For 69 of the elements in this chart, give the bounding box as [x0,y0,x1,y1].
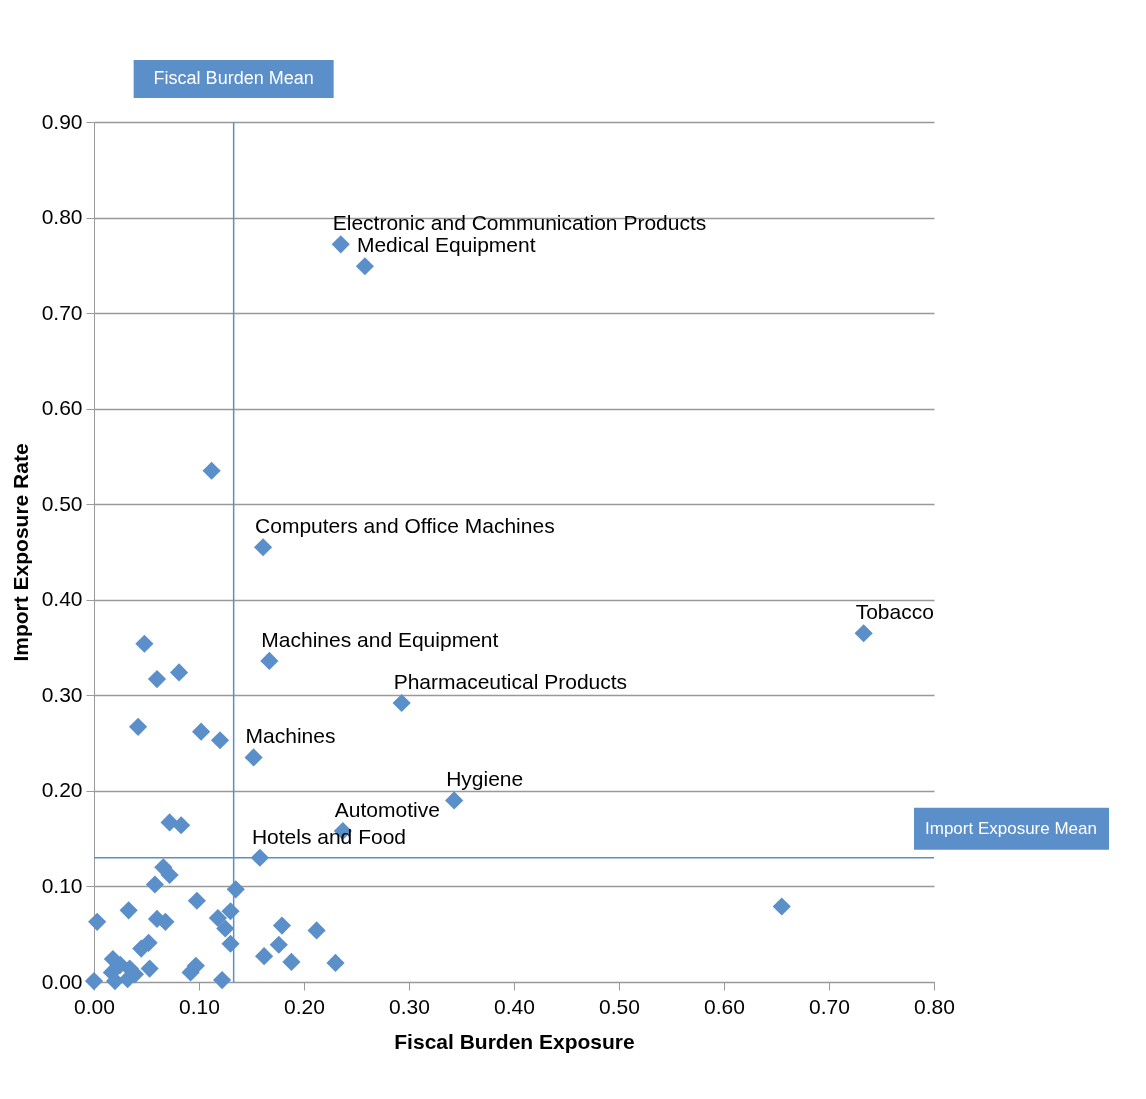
point [84,971,104,991]
point [135,634,154,653]
point [221,902,240,921]
ref-line-label: Fiscal Burden Mean [153,68,314,88]
x-tick-label: 0.10 [179,994,220,1018]
point [210,731,230,750]
point [147,670,167,689]
point [192,722,211,741]
point [253,538,273,557]
point [226,880,245,899]
y-tick-label: 0.70 [41,300,83,324]
point [129,717,148,736]
x-tick-label: 0.80 [914,994,955,1018]
annotation: Tobacco [855,600,934,624]
ref-line-label: Import Exposure Mean [925,818,1097,838]
annotation: Hotels and Food [251,824,407,848]
annotation: Medical Equipment [356,233,536,257]
point [282,952,301,972]
x-tick-label: 0.60 [704,994,745,1018]
point [216,919,235,938]
point [208,908,227,928]
x-axis-title: Fiscal Burden Exposure [394,1029,635,1053]
point [119,901,138,920]
x-tick-label: 0.20 [284,994,325,1018]
y-tick-label: 0.00 [41,969,83,993]
x-tick-label: 0.00 [74,994,115,1018]
y-tick-label: 0.10 [41,873,83,897]
y-tick-label: 0.80 [41,205,83,229]
point [392,693,411,713]
point [255,947,274,966]
point [244,748,263,767]
annotation: Machines [245,724,336,748]
point [221,934,240,953]
annotation: Automotive [334,798,440,822]
point [213,971,232,990]
x-tick-label: 0.30 [389,994,430,1018]
point [187,891,206,910]
point [202,461,221,480]
y-tick-label: 0.20 [41,778,83,802]
y-axis-title: Import Exposure Rate [8,443,32,662]
annotation: Pharmaceutical Products [393,669,628,693]
point [355,257,374,276]
y-tick-label: 0.40 [41,587,83,611]
annotation: Computers and Office Machines [255,514,555,538]
point [272,916,292,935]
annotation: Electronic and Communication Products [332,211,707,235]
point [331,235,350,254]
y-tick-label: 0.30 [41,682,83,706]
point [172,816,191,835]
point [326,953,345,972]
point [140,959,159,978]
point [145,875,164,894]
point [445,791,464,810]
point [772,897,791,916]
point [88,912,107,931]
point [854,624,873,643]
x-tick-label: 0.70 [809,994,850,1018]
point [307,921,326,940]
annotation: Hygiene [446,767,524,791]
point [169,663,189,682]
y-tick-label: 0.50 [41,491,83,515]
x-tick-label: 0.50 [599,994,640,1018]
x-tick-label: 0.40 [494,994,535,1018]
annotation: Machines and Equipment [261,627,499,651]
point [260,651,279,671]
point [269,935,288,954]
y-tick-label: 0.90 [41,109,83,133]
y-tick-label: 0.60 [41,396,83,420]
point [160,865,179,885]
